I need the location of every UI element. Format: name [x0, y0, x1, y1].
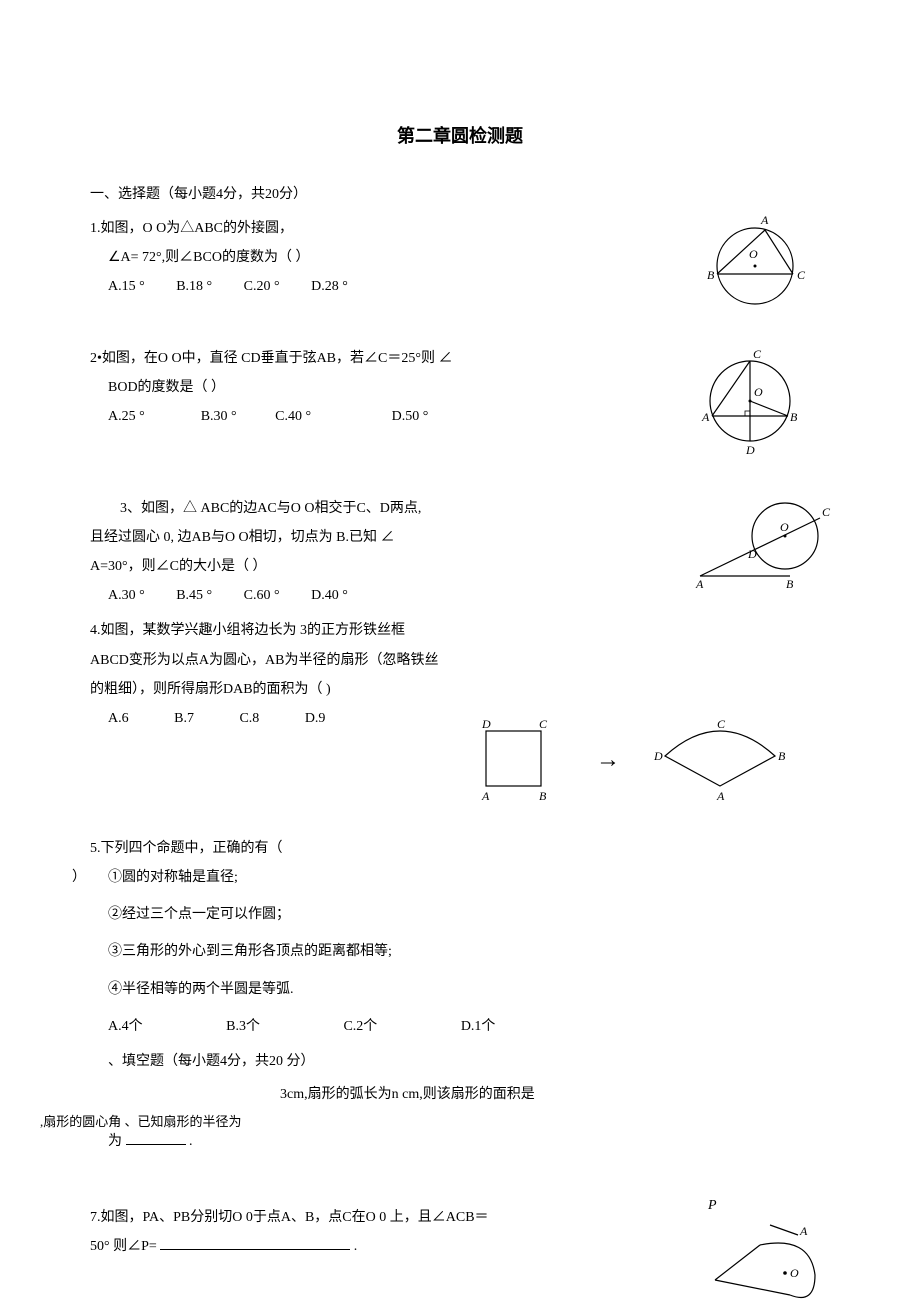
- section1-header: 一、选择题（每小题4分，共20分）: [90, 182, 860, 207]
- q3-optA: A.30 °: [108, 588, 145, 603]
- q5-options: A.4个 B.3个 C.2个 D.1个: [90, 1014, 860, 1039]
- question-7: 7.如图，PA、PB分别切O 0于点A、B，点C在O 0 上，且∠ACB＝ 50…: [90, 1205, 860, 1259]
- svg-text:A: A: [760, 216, 769, 227]
- svg-text:C: C: [717, 717, 726, 731]
- q3-optB: B.45 °: [176, 588, 212, 603]
- q3-optC: C.60 °: [244, 588, 280, 603]
- circle-diagram-icon: A O B C: [690, 216, 820, 316]
- svg-text:A: A: [701, 410, 710, 424]
- tangent-lines-diagram-icon: P A O: [690, 1195, 840, 1315]
- q1-optB: B.18 °: [176, 279, 212, 294]
- q2-options: A.25 ° B.30 ° C.40 ° D.50 °: [90, 404, 690, 429]
- q2-optB: B.30 °: [201, 409, 237, 424]
- q5-p4: ④半径相等的两个半圆是等弧.: [90, 977, 860, 1002]
- q5-header: 5.下列四个命题中，正确的有（: [90, 836, 860, 861]
- q5-p1: ①圆的对称轴是直径;: [108, 870, 238, 885]
- q2-line2: BOD的度数是（ ）: [90, 375, 690, 400]
- section2-header: 、填空题（每小题4分，共20 分）: [90, 1049, 860, 1074]
- q2-line1: 2•如图，在O O中，直径 CD垂直于弦AB，若∠C＝25°则 ∠: [90, 346, 690, 371]
- question-4: 4.如图，某数学兴趣小组将边长为 3的正方形铁丝框 ABCD变形为以点A为圆心，…: [90, 618, 860, 806]
- q6-left: ,扇形的圆心角 、已知扇形的半径为: [40, 1110, 242, 1133]
- q6-period: .: [189, 1134, 193, 1149]
- q7-line1: 7.如图，PA、PB分别切O 0于点A、B，点C在O 0 上，且∠ACB＝: [90, 1205, 690, 1230]
- arrow-icon: →: [596, 739, 620, 782]
- q4-optC: C.8: [239, 711, 259, 726]
- q6-line2: 为: [108, 1134, 122, 1149]
- q3-line3: A=30°，则∠C的大小是（ ）: [90, 554, 690, 579]
- svg-text:O: O: [754, 385, 763, 399]
- q5-paren: ）: [72, 865, 86, 890]
- q5-optB: B.3个: [226, 1019, 260, 1034]
- q4-optB: B.7: [174, 711, 194, 726]
- question-3: 3、如图，△ ABC的边AC与O O相交于C、D两点, 且经过圆心 0, 边AB…: [90, 496, 860, 609]
- q2-optC: C.40 °: [275, 409, 311, 424]
- q5-optC: C.2个: [343, 1019, 377, 1034]
- q5-optD: D.1个: [461, 1019, 496, 1034]
- figure-3: A B C D O: [690, 496, 860, 609]
- content: 一、选择题（每小题4分，共20分） 1.如图，O O为△ABC的外接圆， ∠A=…: [40, 182, 880, 1259]
- q7-period: .: [354, 1239, 358, 1254]
- svg-text:C: C: [797, 268, 806, 282]
- q1-optC: C.20 °: [244, 279, 280, 294]
- q4-optA: A.6: [108, 711, 129, 726]
- circle-tangent-diagram-icon: A B C D O: [690, 496, 850, 596]
- svg-text:C: C: [539, 717, 548, 731]
- q5-p3: ③三角形的外心到三角形各顶点的距离都相等;: [90, 939, 860, 964]
- q7-line2: 50° 则∠P=: [90, 1239, 157, 1254]
- q1-optD: D.28 °: [311, 279, 348, 294]
- svg-text:C: C: [753, 347, 762, 361]
- question-2: 2•如图，在O O中，直径 CD垂直于弦AB，若∠C＝25°则 ∠ BOD的度数…: [90, 346, 860, 466]
- sector-diagram-icon: C D B A: [650, 716, 800, 806]
- q5-p2: ②经过三个点一定可以作圆；: [90, 902, 860, 927]
- q4-line3: 的粗细），则所得扇形DAB的面积为（ ): [90, 677, 860, 702]
- blank-field: [160, 1236, 350, 1250]
- svg-text:P: P: [707, 1198, 717, 1213]
- svg-text:A: A: [481, 789, 490, 803]
- q3-optD: D.40 °: [311, 588, 348, 603]
- svg-text:O: O: [780, 520, 789, 534]
- q7-line2-wrap: 50° 则∠P= .: [90, 1234, 690, 1259]
- q4-options: A.6 B.7 C.8 D.9: [90, 706, 360, 806]
- question-1: 1.如图，O O为△ABC的外接圆， ∠A= 72°,则∠BCO的度数为（ ） …: [90, 216, 860, 316]
- q3-line2: 且经过圆心 0, 边AB与O O相切，切点为 B.已知 ∠: [90, 525, 690, 550]
- svg-text:O: O: [790, 1266, 799, 1280]
- svg-text:A: A: [695, 577, 704, 591]
- q6-line1: 3cm,扇形的弧长为n cm,则该扇形的面积是: [90, 1082, 860, 1107]
- question-6: 3cm,扇形的弧长为n cm,则该扇形的面积是 ,扇形的圆心角 、已知扇形的半径…: [90, 1082, 860, 1154]
- page-title: 第二章圆检测题: [40, 120, 880, 152]
- q3-line1: 3、如图，△ ABC的边AC与O O相交于C、D两点,: [90, 496, 690, 521]
- q1-line2: ∠A= 72°,则∠BCO的度数为（ ）: [90, 245, 690, 270]
- figure-1: A O B C: [690, 216, 860, 316]
- q1-optA: A.15 °: [108, 279, 145, 294]
- figure-2: C O A B D: [690, 346, 860, 466]
- svg-text:D: D: [747, 547, 757, 561]
- svg-text:D: D: [653, 749, 663, 763]
- svg-text:D: D: [481, 717, 491, 731]
- svg-text:O: O: [749, 247, 758, 261]
- question-5: 5.下列四个命题中，正确的有（ ） ①圆的对称轴是直径; ②经过三个点一定可以作…: [90, 836, 860, 1039]
- svg-text:B: B: [778, 749, 786, 763]
- q1-line1: 1.如图，O O为△ABC的外接圆，: [90, 216, 690, 241]
- q3-options: A.30 ° B.45 ° C.60 ° D.40 °: [90, 583, 690, 608]
- svg-text:A: A: [716, 789, 725, 803]
- svg-text:D: D: [745, 443, 755, 457]
- svg-text:B: B: [707, 268, 715, 282]
- svg-text:B: B: [786, 577, 794, 591]
- q2-optA: A.25 °: [108, 409, 145, 424]
- figure-4: D C A B → C D B A: [360, 716, 860, 806]
- q4-line2: ABCD变形为以点A为圆心，AB为半径的扇形（忽略铁丝: [90, 648, 860, 673]
- q4-line1: 4.如图，某数学兴趣小组将边长为 3的正方形铁丝框: [90, 618, 860, 643]
- figure-7: P A O: [690, 1195, 840, 1315]
- q1-options: A.15 ° B.18 ° C.20 ° D.28 °: [90, 274, 690, 299]
- square-diagram-icon: D C A B: [466, 716, 566, 806]
- svg-text:C: C: [822, 505, 831, 519]
- svg-text:B: B: [539, 789, 547, 803]
- q2-optD: D.50 °: [392, 409, 429, 424]
- q4-optD: D.9: [305, 711, 326, 726]
- q5-optA: A.4个: [108, 1019, 143, 1034]
- svg-text:B: B: [790, 410, 798, 424]
- svg-text:A: A: [799, 1224, 808, 1238]
- circle-diagram-icon: C O A B D: [690, 346, 810, 466]
